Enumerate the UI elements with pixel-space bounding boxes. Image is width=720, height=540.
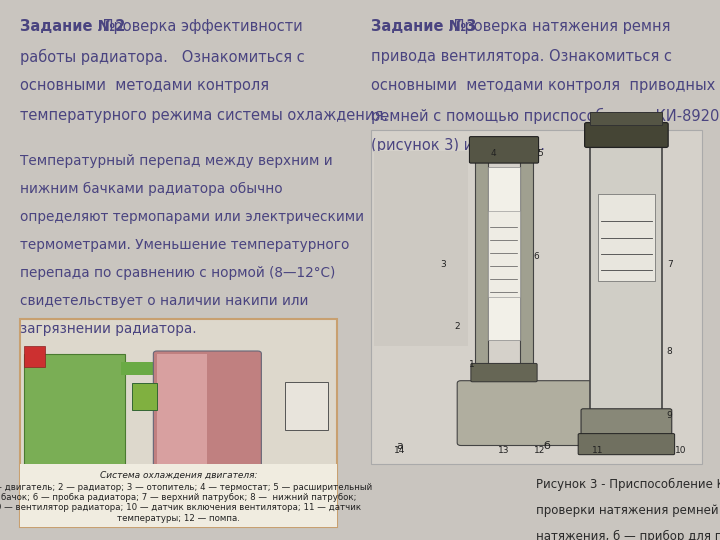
Text: 1 — двигатель; 2 — радиатор; 3 — отопитель; 4 — термостат; 5 — расширительный: 1 — двигатель; 2 — радиатор; 3 — отопите… [0, 483, 372, 492]
FancyBboxPatch shape [488, 167, 520, 340]
FancyBboxPatch shape [469, 137, 539, 163]
FancyBboxPatch shape [457, 381, 594, 446]
FancyBboxPatch shape [20, 319, 337, 526]
FancyBboxPatch shape [585, 123, 668, 147]
FancyBboxPatch shape [157, 354, 207, 472]
FancyBboxPatch shape [24, 346, 45, 367]
FancyBboxPatch shape [520, 151, 533, 367]
FancyBboxPatch shape [475, 151, 488, 367]
FancyBboxPatch shape [24, 472, 53, 494]
Text: 9 — вентилятор радиатора; 10 — датчик включения вентилятора; 11 — датчик: 9 — вентилятор радиатора; 10 — датчик вк… [0, 503, 361, 512]
FancyBboxPatch shape [581, 409, 672, 439]
FancyBboxPatch shape [471, 363, 537, 382]
Text: температурного режима системы охлаждения.: температурного режима системы охлаждения… [20, 108, 388, 123]
Text: натяжения, б — прибор для проверки натяжения: натяжения, б — прибор для проверки натяж… [536, 530, 720, 540]
Text: 5: 5 [537, 150, 543, 158]
FancyBboxPatch shape [578, 434, 675, 455]
FancyBboxPatch shape [153, 351, 261, 475]
Text: работы радиатора.   Ознакомиться с: работы радиатора. Ознакомиться с [20, 49, 305, 65]
Text: ремней с помощью приспособления КИ-8920: ремней с помощью приспособления КИ-8920 [371, 108, 719, 124]
Text: Проверка эффективности: Проверка эффективности [98, 19, 302, 34]
Text: термометрами. Уменьшение температурного: термометрами. Уменьшение температурного [20, 238, 349, 252]
Text: Задание №3: Задание №3 [371, 19, 476, 34]
FancyBboxPatch shape [374, 151, 468, 346]
Text: основными  методами контроля  приводных: основными методами контроля приводных [371, 78, 715, 93]
Text: б: б [544, 441, 551, 451]
Text: Рисунок 3 - Приспособление КИ-8920 для: Рисунок 3 - Приспособление КИ-8920 для [536, 478, 720, 491]
Text: привода вентилятора. Ознакомиться с: привода вентилятора. Ознакомиться с [371, 49, 672, 64]
Text: 7: 7 [667, 260, 672, 269]
Text: 13: 13 [498, 447, 510, 455]
FancyBboxPatch shape [132, 383, 157, 410]
Text: бачок; 6 — пробка радиатора; 7 — верхний патрубок; 8 —  нижний патрубок;: бачок; 6 — пробка радиатора; 7 — верхний… [1, 493, 356, 502]
Text: 2: 2 [454, 322, 460, 331]
FancyBboxPatch shape [121, 494, 258, 508]
FancyBboxPatch shape [285, 382, 328, 430]
Text: 14: 14 [394, 447, 405, 455]
Text: (рисунок 3) или К-403.: (рисунок 3) или К-403. [371, 138, 545, 153]
Text: 12: 12 [534, 447, 546, 455]
Text: а: а [396, 441, 403, 451]
Text: основными  методами контроля: основными методами контроля [20, 78, 269, 93]
Text: 9: 9 [667, 411, 672, 420]
FancyBboxPatch shape [24, 354, 125, 472]
FancyBboxPatch shape [24, 491, 125, 508]
FancyBboxPatch shape [590, 135, 662, 416]
FancyBboxPatch shape [121, 362, 236, 375]
Text: определяют термопарами или электрическими: определяют термопарами или электрическим… [20, 210, 364, 224]
Text: загрязнении радиатора.: загрязнении радиатора. [20, 322, 197, 336]
FancyBboxPatch shape [488, 211, 520, 297]
FancyBboxPatch shape [371, 130, 702, 464]
Text: Система охлаждения двигателя:: Система охлаждения двигателя: [100, 471, 257, 480]
Text: Проверка натяжения ремня: Проверка натяжения ремня [449, 19, 670, 34]
Text: 3: 3 [440, 260, 446, 269]
Text: температуры; 12 — помпа.: температуры; 12 — помпа. [117, 514, 240, 523]
Text: 10: 10 [675, 447, 686, 455]
Text: свидетельствует о наличии накипи или: свидетельствует о наличии накипи или [20, 294, 309, 308]
Text: 8: 8 [667, 347, 672, 355]
Text: Задание №2: Задание №2 [20, 19, 125, 34]
Text: 1: 1 [469, 360, 474, 369]
FancyBboxPatch shape [598, 194, 655, 281]
Text: перепада по сравнению с нормой (8—12°C): перепада по сравнению с нормой (8—12°C) [20, 266, 336, 280]
FancyBboxPatch shape [20, 464, 337, 526]
Text: проверки натяжения ремней: а — проверка: проверки натяжения ремней: а — проверка [536, 504, 720, 517]
Text: 11: 11 [592, 447, 603, 455]
Text: 4: 4 [490, 150, 496, 158]
Text: 6: 6 [534, 252, 539, 261]
FancyBboxPatch shape [590, 112, 662, 125]
Text: нижним бачками радиатора обычно: нижним бачками радиатора обычно [20, 182, 283, 196]
Text: Температурный перепад между верхним и: Температурный перепад между верхним и [20, 154, 333, 168]
